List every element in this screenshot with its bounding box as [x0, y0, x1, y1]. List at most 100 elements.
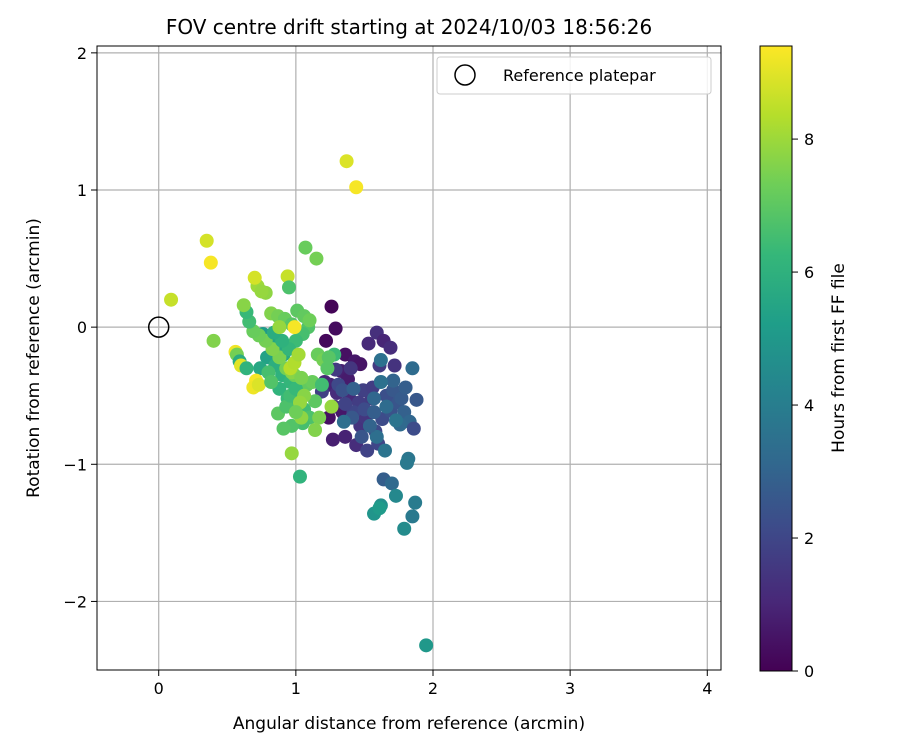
data-point — [302, 313, 317, 328]
data-point — [314, 377, 329, 392]
data-point — [405, 361, 420, 376]
data-point — [397, 521, 412, 536]
data-point — [321, 410, 336, 425]
chart-title: FOV centre drift starting at 2024/10/03 … — [166, 15, 652, 39]
legend-marker — [454, 64, 476, 86]
data-point — [199, 233, 214, 248]
reference-marker — [147, 316, 170, 338]
data-point — [292, 469, 307, 484]
data-point — [312, 410, 327, 425]
data-point — [419, 638, 434, 653]
y-tick-label: −2 — [63, 592, 87, 611]
data-point — [398, 380, 413, 395]
data-point — [354, 429, 369, 444]
data-point — [408, 495, 423, 510]
colorbar — [759, 45, 793, 672]
plot-frame — [96, 45, 722, 671]
y-tick-label: 2 — [77, 44, 87, 63]
data-point — [203, 255, 218, 270]
data-point — [164, 292, 179, 307]
data-point — [284, 446, 299, 461]
data-point — [349, 180, 364, 195]
colorbar-tick-label: 4 — [804, 396, 814, 415]
data-point — [367, 405, 382, 420]
data-point — [379, 399, 394, 414]
data-point — [324, 399, 339, 414]
data-point — [308, 423, 323, 437]
data-point — [282, 280, 296, 295]
data-point — [291, 347, 306, 362]
data-point — [361, 336, 376, 351]
y-axis-ticks: −2 −1 0 1 2 — [63, 44, 97, 611]
y-axis-label: Rotation from reference (arcmin) — [24, 218, 44, 498]
data-point — [288, 405, 303, 420]
data-point — [388, 413, 403, 428]
data-point — [336, 414, 351, 429]
data-point — [387, 358, 402, 373]
x-axis-label: Angular distance from reference (arcmin) — [233, 714, 585, 734]
data-point — [394, 391, 409, 406]
data-point — [287, 320, 302, 335]
legend-box — [436, 56, 712, 95]
x-tick-label: 2 — [428, 679, 438, 698]
x-tick-label: 3 — [565, 679, 575, 698]
data-point — [319, 333, 334, 348]
y-tick-label: 0 — [77, 318, 87, 337]
data-point — [378, 443, 392, 458]
data-point — [346, 381, 361, 396]
data-point — [276, 421, 291, 436]
colorbar-tick-label: 8 — [804, 130, 814, 149]
data-point — [338, 396, 353, 411]
y-tick-label: −1 — [63, 455, 87, 474]
data-point — [328, 321, 343, 336]
colorbar-label: Hours from first FF file — [829, 263, 849, 453]
data-point — [409, 392, 424, 407]
colorbar-tick-label: 2 — [804, 529, 814, 548]
data-point — [367, 391, 382, 406]
data-point — [384, 476, 399, 491]
data-point — [338, 429, 353, 444]
data-point — [251, 377, 266, 392]
data-points — [164, 154, 434, 653]
data-point — [373, 353, 388, 368]
data-point — [308, 394, 323, 409]
colorbar-tick-label: 6 — [804, 263, 814, 282]
data-point — [294, 370, 309, 385]
legend-label: Reference platepar — [503, 66, 656, 85]
data-point — [254, 284, 269, 299]
colorbar-ticks: 0 2 4 6 8 — [792, 130, 814, 681]
x-tick-label: 0 — [154, 679, 164, 698]
x-axis-ticks: 0 1 2 3 4 — [154, 670, 712, 698]
data-point — [247, 270, 262, 285]
data-point — [335, 383, 350, 398]
data-point — [405, 509, 420, 524]
data-point — [372, 501, 387, 516]
data-point — [206, 333, 221, 348]
data-point — [360, 443, 375, 458]
legend: Reference platepar — [436, 56, 712, 95]
data-point — [239, 361, 254, 376]
data-point — [399, 455, 414, 470]
data-point — [298, 240, 313, 255]
colorbar-tick-label: 0 — [804, 662, 814, 681]
data-point — [264, 375, 279, 389]
data-point — [339, 154, 354, 169]
data-point — [324, 299, 339, 314]
data-point — [369, 429, 384, 444]
data-point — [309, 251, 324, 266]
y-tick-label: 1 — [77, 181, 87, 200]
x-tick-label: 1 — [291, 679, 301, 698]
data-point — [280, 269, 295, 284]
data-point — [343, 361, 358, 376]
data-point — [236, 298, 251, 313]
data-point — [373, 375, 388, 389]
data-point — [325, 432, 340, 447]
data-point — [272, 320, 287, 335]
data-point — [320, 361, 335, 376]
data-point — [388, 488, 403, 503]
data-point — [406, 421, 421, 436]
x-tick-label: 4 — [702, 679, 712, 698]
data-point — [383, 340, 398, 355]
